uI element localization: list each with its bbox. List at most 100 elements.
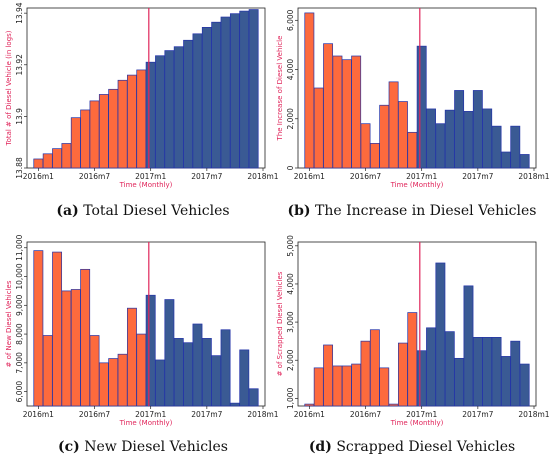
panel-b-x-tick-label: 2018m1 [518, 172, 549, 181]
panel-b-y-tick-label: 4,000 [286, 59, 295, 81]
panel-c-x-ticks: 2016m1 2016m7 2017m1 2017m7 2018m1 [23, 406, 279, 419]
panel-b-bar [351, 55, 362, 169]
panel-a-bar [145, 61, 156, 169]
panel-d-bar [323, 344, 334, 407]
panel-d-caption-letter: (d) [309, 439, 332, 455]
panel-b-bar [369, 143, 380, 169]
panel-a-x-ticks: 2016m1 2016m7 2017m1 2017m7 2018m1 [23, 168, 279, 181]
panel-c-bar [201, 338, 212, 407]
panel-a-bar [89, 100, 100, 169]
panel-c-bar [52, 251, 63, 407]
panel-c-caption-text: New Diesel Vehicles [84, 439, 228, 455]
panel-b-bar [407, 131, 418, 169]
panel-c-caption: (c) New Diesel Vehicles [58, 439, 228, 455]
panel-b-x-axis-title: Time (Monthly) [390, 181, 444, 189]
panel-b-caption: (b) The Increase in Diesel Vehicles [288, 203, 537, 219]
panel-c-bar [145, 294, 156, 407]
panel-b-y-axis-title: The Increase of Diesel Vehicle [276, 36, 284, 142]
panel-c-x-tick-label: 2017m7 [191, 410, 222, 419]
panel-b-y-tick-label: 6,000 [286, 9, 295, 31]
panel-a-x-tick-label: 2018m1 [247, 172, 278, 181]
panel-c-x-tick-label: 2017m1 [135, 410, 166, 419]
panel-a-caption: (a) Total Diesel Vehicles [56, 203, 229, 219]
panel-a-bar [155, 55, 165, 169]
panel-b-x-tick-label: 2017m1 [406, 172, 437, 181]
panel-a-bar [220, 16, 231, 169]
panel-d-bar [435, 262, 446, 407]
panel-c-y-tick-label: 9,000 [15, 294, 24, 316]
panel-b-bar [435, 123, 446, 169]
panel-b-bar [388, 81, 399, 169]
panel-d-bar [454, 357, 465, 407]
panel-b-bar [304, 12, 315, 169]
panel-b-caption-letter: (b) [288, 203, 311, 219]
panel-b-bar [332, 55, 343, 169]
panel-a-x-tick-label: 2017m1 [135, 172, 166, 181]
panel-d-bar [482, 337, 493, 407]
panel-b-bar [491, 125, 502, 169]
panel-d-bar [398, 342, 408, 407]
panel-a-bar [42, 153, 53, 169]
panel-b-bar [360, 123, 371, 169]
panel-c-bar [248, 388, 259, 407]
panel-a-bar [80, 109, 91, 169]
panel-c-caption-letter: (c) [58, 439, 80, 455]
panel-b-bar [398, 101, 408, 169]
panel-c-bar [108, 358, 119, 407]
panel-d-bar [332, 365, 343, 407]
panel-a-bar [201, 27, 212, 169]
panel-d-y-tick-label: 5,000 [286, 235, 295, 257]
panel-a-x-axis-title: Time (Monthly) [119, 181, 173, 189]
panel-d-bar [519, 363, 530, 407]
panel-a-x-tick-label: 2017m7 [191, 172, 222, 181]
panel-d-x-tick-label: 2016m7 [350, 410, 381, 419]
panel-d-bar [360, 340, 371, 407]
panel-a-x-tick-label: 2016m7 [79, 172, 110, 181]
panel-c-y-axis-title: # of New Diesel Vehicles [5, 280, 13, 367]
panel-b-bar [482, 108, 493, 169]
panel-c-y-ticks: 6,000 7,000 8,000 9,000 10,000 11,000 [15, 234, 27, 402]
panel-a-bar [248, 9, 259, 169]
panel-c-x-tick-label: 2018m1 [247, 410, 278, 419]
panel-b: 0 2,000 4,000 6,000 2016m1 2016m7 2017m1 2017m… [276, 7, 550, 219]
panel-c-bar [192, 323, 203, 407]
panel-d-bar [491, 337, 502, 407]
panel-c-y-tick-label: 11,000 [15, 234, 24, 260]
panel-c-x-axis-title: Time (Monthly) [119, 419, 173, 427]
panel-b-bar [323, 43, 334, 169]
panel-d-y-axis-title: # of Scrapped Diesel Vehicles [276, 271, 284, 376]
panel-d-bar [416, 350, 427, 407]
panel-a-bar [61, 143, 72, 169]
panel-c-bar [127, 307, 137, 407]
panel-d-x-tick-label: 2018m1 [518, 410, 549, 419]
panel-a-bar [173, 46, 184, 169]
panel-b-bar [472, 90, 483, 169]
panel-c-bar [33, 250, 44, 407]
panel-a-bar [239, 10, 250, 169]
panel-c-bar [155, 359, 165, 407]
panel-a-y-axis-title: Total # of Diesel Vehicle (in logs) [5, 30, 13, 146]
panel-c-bar [70, 289, 81, 407]
panel-b-x-tick-label: 2016m1 [294, 172, 325, 181]
panel-a-y-tick-label: 13.94 [15, 2, 24, 24]
panel-c-bar [136, 333, 147, 407]
panel-a-x-tick-label: 2016m1 [23, 172, 54, 181]
panel-b-x-tick-label: 2016m7 [350, 172, 381, 181]
panel-b-bar [500, 151, 511, 169]
panel-b-x-ticks: 2016m1 2016m7 2017m1 2017m7 2018m1 [294, 168, 550, 181]
panel-d-caption-text: Scrapped Diesel Vehicles [336, 439, 515, 455]
panel-d-x-tick-label: 2016m1 [294, 410, 325, 419]
panel-c-bar [183, 342, 194, 407]
panel-d-bar [379, 367, 390, 407]
panel-c-y-tick-label: 7,000 [15, 352, 24, 374]
panel-a-bar [98, 94, 109, 169]
panel-b-bar [444, 109, 455, 169]
panel-b-bar [454, 90, 465, 169]
panel-b-bar [416, 45, 427, 169]
panel-c-y-tick-label: 8,000 [15, 323, 24, 345]
panel-d-y-ticks: 1,000 2,000 3,000 4,000 5,000 [286, 235, 298, 409]
panel-a-bar [70, 117, 81, 169]
panel-d-y-tick-label: 3,000 [286, 311, 295, 333]
